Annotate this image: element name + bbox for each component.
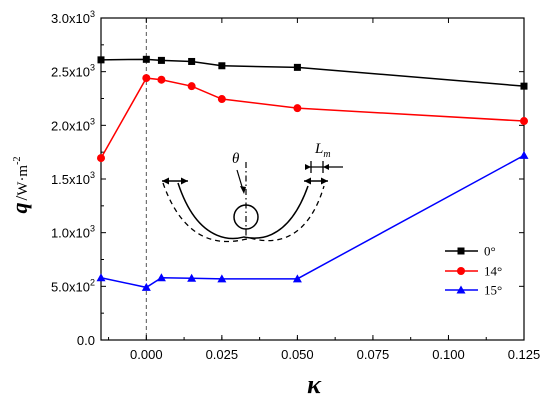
inset-left-arrowhead-l: [162, 177, 169, 185]
data-point: [293, 104, 302, 113]
y-tick-label: 5.0x102: [51, 277, 95, 294]
data-point: [97, 56, 105, 64]
data-point: [141, 282, 151, 291]
data-point: [520, 117, 528, 126]
data-point: [293, 63, 301, 71]
series-layer: [96, 55, 529, 291]
y-tick-label: 1.5x103: [51, 170, 95, 187]
data-point: [96, 273, 106, 282]
legend-marker: [456, 285, 466, 294]
x-axis: 0.000 0.025 0.050 0.075 0.100 0.125: [108, 18, 541, 362]
series-line: [100, 77, 525, 159]
data-point: [187, 82, 196, 91]
legend-label: 15°: [484, 283, 502, 298]
data-point: [217, 274, 227, 283]
data-point: [520, 82, 528, 90]
x-tick-label: 0.075: [357, 347, 390, 362]
y-axis: 0.0 5.0x102 1.0x103 1.5x103 2.0x103 2.5x103 3.…: [51, 9, 524, 348]
legend-label: 14°: [484, 264, 502, 279]
inset-right-arrowhead-r: [321, 177, 328, 185]
data-point: [292, 274, 302, 283]
legend-item: 15°: [445, 283, 502, 298]
inset-angle-arrowhead: [240, 186, 246, 194]
y-tick-label: 1.0x103: [51, 224, 95, 241]
inset-length-label: Lm: [314, 141, 331, 160]
data-point: [142, 74, 151, 83]
data-point: [157, 75, 166, 84]
data-point: [157, 56, 165, 64]
data-point: [142, 55, 150, 63]
y-tick-label: 3.0x103: [51, 9, 95, 26]
inset-right-arrowhead-l: [304, 177, 311, 185]
inset-solid-curve: [177, 182, 309, 240]
data-point: [187, 273, 197, 282]
series-1: [97, 74, 528, 163]
y-axis-title: q/W·m-2: [7, 157, 32, 214]
y-tick-label: 2.0x103: [51, 116, 95, 133]
data-point: [218, 62, 226, 70]
legend: 0° 14° 15°: [445, 244, 502, 298]
series-0: [97, 55, 528, 90]
x-axis-title: κ: [307, 370, 322, 399]
legend-label: 0°: [484, 244, 496, 259]
x-tick-label: 0.000: [130, 347, 163, 362]
inset-dashed-curve: [162, 182, 325, 243]
data-point: [188, 57, 196, 65]
x-tick-label: 0.025: [206, 347, 239, 362]
legend-item: 0°: [445, 244, 496, 259]
x-tick-label: 0.125: [508, 347, 541, 362]
legend-marker: [457, 267, 465, 275]
data-point: [217, 95, 226, 104]
legend-marker: [457, 247, 465, 255]
data-point: [519, 150, 529, 159]
inset-left-arrowhead-r: [181, 177, 188, 185]
inset-length-arrowhead-a: [305, 164, 311, 170]
legend-item: 14°: [445, 264, 502, 279]
y-tick-label: 0.0: [77, 333, 95, 348]
series-2: [96, 150, 529, 291]
data-point: [97, 154, 105, 163]
inset-angle-label: θ: [232, 151, 240, 167]
inset-diagram: θ Lm: [162, 141, 343, 243]
y-tick-label: 2.5x103: [51, 63, 95, 80]
x-tick-label: 0.050: [281, 347, 314, 362]
data-point: [156, 273, 166, 282]
x-tick-label: 0.100: [432, 347, 465, 362]
inset-length-arrowhead-b: [323, 164, 329, 170]
